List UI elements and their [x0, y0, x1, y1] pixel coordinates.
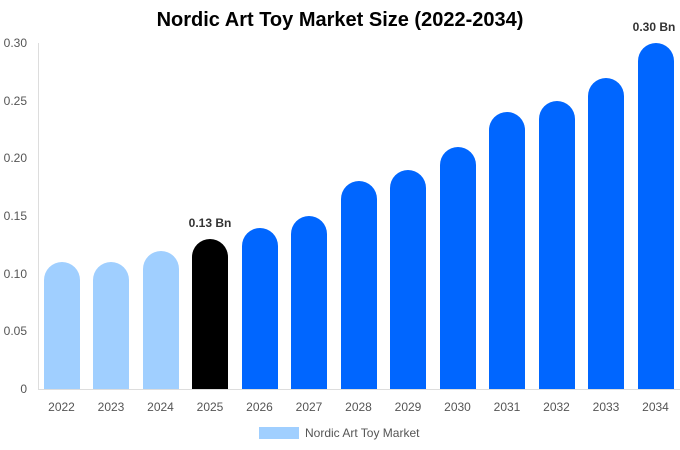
x-tick-label: 2034: [642, 400, 669, 414]
y-tick-label: 0.10: [3, 266, 27, 281]
y-axis-line: [38, 43, 39, 390]
bar-2033[interactable]: [588, 77, 624, 389]
x-tick-label: 2024: [147, 400, 174, 414]
y-tick-label: 0.25: [3, 93, 27, 108]
data-label-2025: 0.13 Bn: [188, 216, 232, 231]
bar-2027[interactable]: [291, 216, 327, 389]
y-tick-label: 0: [20, 382, 27, 396]
bar-2034[interactable]: [637, 43, 674, 389]
x-tick-label: 2027: [295, 400, 323, 414]
y-tick-label: 0.20: [3, 151, 27, 166]
bar-2023[interactable]: [93, 262, 129, 389]
x-tick-label: 2032: [543, 400, 570, 414]
x-tick-label: 2023: [97, 400, 125, 414]
x-tick-label: 2022: [48, 400, 75, 414]
bar-2031[interactable]: [489, 112, 525, 389]
x-axis-line: [38, 389, 680, 390]
legend-label: Nordic Art Toy Market: [305, 426, 420, 440]
bar-2024[interactable]: [142, 250, 179, 389]
data-label-2034: 0.30 Bn: [632, 20, 676, 34]
bar-2026[interactable]: [241, 227, 278, 389]
x-tick-label: 2029: [394, 400, 422, 414]
chart-title: Nordic Art Toy Market Size (2022-2034): [156, 9, 524, 31]
legend-swatch: [259, 427, 299, 439]
y-tick-label: 0.05: [3, 324, 27, 339]
bar-2025[interactable]: [192, 239, 228, 389]
bar-2022[interactable]: [43, 262, 80, 389]
x-tick-label: 2030: [444, 400, 471, 414]
x-tick-label: 2026: [246, 400, 273, 414]
legend[interactable]: Nordic Art Toy Market: [259, 426, 419, 440]
x-tick-label: 2028: [345, 400, 372, 414]
x-tick-label: 2031: [493, 400, 521, 414]
x-tick-label: 2033: [592, 400, 620, 414]
y-tick-label: 0.15: [3, 209, 27, 223]
x-tick-label: 2025: [196, 400, 224, 414]
y-tick-label: 0.30: [3, 36, 27, 50]
bar-2032[interactable]: [538, 100, 575, 389]
bar-2029[interactable]: [390, 169, 426, 389]
bar-2030[interactable]: [439, 146, 476, 389]
bar-2028[interactable]: [340, 181, 377, 389]
